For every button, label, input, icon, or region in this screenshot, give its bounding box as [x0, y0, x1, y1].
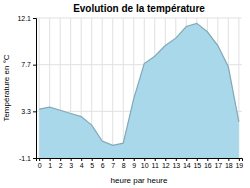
x-tick-label: 16 [204, 162, 212, 169]
grid [36, 18, 242, 158]
x-tick-mark [155, 158, 156, 161]
x-tick-label: 13 [172, 162, 180, 169]
x-tick-mark [144, 158, 145, 161]
x-tick-mark [228, 158, 229, 161]
x-axis: 012345678910111213141516171819 [37, 158, 244, 169]
x-tick-label: 7 [111, 162, 115, 169]
x-tick: 7 [111, 158, 115, 169]
x-tick-label: 2 [59, 162, 63, 169]
x-tick-label: 18 [225, 162, 233, 169]
y-tick: 7.7 [21, 61, 36, 68]
x-tick-mark [165, 158, 166, 161]
x-tick-label: 17 [214, 162, 222, 169]
y-tick-label: 12.1 [17, 15, 31, 22]
x-tick: 4 [80, 158, 84, 169]
x-tick: 2 [59, 158, 63, 169]
x-tick: 10 [141, 158, 149, 169]
x-tick-mark [186, 158, 187, 161]
x-tick-label: 6 [101, 162, 105, 169]
x-tick-mark [239, 158, 240, 161]
x-axis-title: heure par heure [111, 176, 168, 185]
x-tick-mark [134, 158, 135, 161]
chart: 012345678910111213141516171819-1.13.37.7… [0, 0, 250, 188]
grid-line [102, 18, 103, 158]
x-tick-mark [176, 158, 177, 161]
x-tick-label: 19 [235, 162, 243, 169]
x-tick-mark [81, 158, 82, 161]
area [39, 23, 239, 158]
x-tick: 14 [183, 158, 191, 169]
x-tick: 18 [225, 158, 233, 169]
x-tick-mark [207, 158, 208, 161]
x-tick-label: 8 [122, 162, 126, 169]
x-tick: 3 [69, 158, 73, 169]
y-tick: 3.3 [21, 108, 36, 115]
x-tick-label: 11 [152, 162, 159, 169]
y-axis: -1.1 3.3 7.7 12.1 [17, 15, 36, 162]
x-tick-mark [218, 158, 219, 161]
x-tick: 8 [122, 158, 126, 169]
y-axis-line [33, 19, 37, 159]
x-tick-mark [92, 158, 93, 161]
title: Evolution de la température [73, 3, 205, 14]
x-tick-label: 5 [90, 162, 94, 169]
y-tick-label: 7.7 [21, 61, 31, 68]
x-tick-label: 4 [80, 162, 84, 169]
x-tick: 16 [204, 158, 212, 169]
y-tick-mark [33, 65, 36, 66]
grid-line [36, 18, 242, 19]
y-tick-mark [33, 18, 36, 19]
x-tick-label: 15 [193, 162, 201, 169]
x-tick: 19 [235, 158, 243, 169]
x-tick: 6 [101, 158, 105, 169]
grid-line [123, 18, 124, 158]
grid-line [112, 18, 113, 158]
x-tick-mark [60, 158, 61, 161]
x-tick-label: 1 [48, 162, 52, 169]
y-tick: 12.1 [17, 15, 36, 22]
x-tick-label: 14 [183, 162, 191, 169]
x-tick-label: 9 [132, 162, 136, 169]
x-tick-mark [102, 158, 103, 161]
x-tick-label: 0 [38, 162, 42, 169]
x-tick: 13 [172, 158, 180, 169]
x-axis-line [37, 159, 243, 162]
x-tick-mark [39, 158, 40, 161]
y-tick-label: -1.1 [19, 155, 31, 162]
y-axis-title: Température en °C [2, 54, 11, 121]
x-tick-mark [71, 158, 72, 161]
x-tick-label: 3 [69, 162, 73, 169]
x-tick-mark [123, 158, 124, 161]
x-tick-mark [50, 158, 51, 161]
x-tick: 9 [132, 158, 136, 169]
y-tick-mark [33, 111, 36, 112]
y-tick: -1.1 [19, 155, 36, 162]
y-tick-mark [33, 158, 36, 159]
x-tick: 11 [152, 158, 159, 169]
x-tick: 17 [214, 158, 222, 169]
x-tick-mark [113, 158, 114, 161]
line [39, 23, 239, 145]
x-tick: 12 [162, 158, 170, 169]
y-tick-label: 3.3 [21, 108, 31, 115]
marks [39, 23, 239, 158]
x-tick-label: 10 [141, 162, 149, 169]
x-tick-mark [197, 158, 198, 161]
x-tick: 0 [38, 158, 42, 169]
x-tick: 5 [90, 158, 94, 169]
x-tick-label: 12 [162, 162, 170, 169]
plot: 012345678910111213141516171819-1.13.37.7… [17, 15, 243, 169]
x-tick: 1 [48, 158, 52, 169]
x-tick: 15 [193, 158, 201, 169]
